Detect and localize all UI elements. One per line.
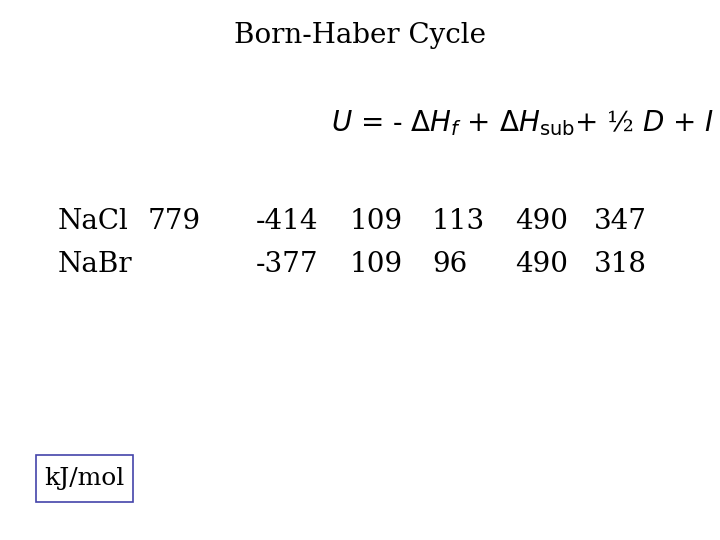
Text: Born-Haber Cycle: Born-Haber Cycle: [234, 22, 486, 49]
Text: 347: 347: [594, 208, 647, 235]
Text: 109: 109: [349, 208, 402, 235]
Text: 490: 490: [515, 251, 568, 278]
Text: NaBr: NaBr: [58, 251, 132, 278]
Text: 109: 109: [349, 251, 402, 278]
Text: 779: 779: [148, 208, 201, 235]
Text: NaCl: NaCl: [58, 208, 128, 235]
Text: 113: 113: [432, 208, 485, 235]
Text: 490: 490: [515, 208, 568, 235]
Text: $\mathit{U}$ = - $\mathit{\Delta H}$$_{\mathit{f}}$ + $\mathit{\Delta H}$$_{\rm{: $\mathit{U}$ = - $\mathit{\Delta H}$$_{\…: [331, 108, 720, 138]
Text: -414: -414: [256, 208, 318, 235]
Text: 96: 96: [432, 251, 467, 278]
FancyBboxPatch shape: [36, 455, 133, 502]
Text: kJ/mol: kJ/mol: [45, 467, 125, 490]
Text: 318: 318: [594, 251, 647, 278]
Text: -377: -377: [256, 251, 318, 278]
